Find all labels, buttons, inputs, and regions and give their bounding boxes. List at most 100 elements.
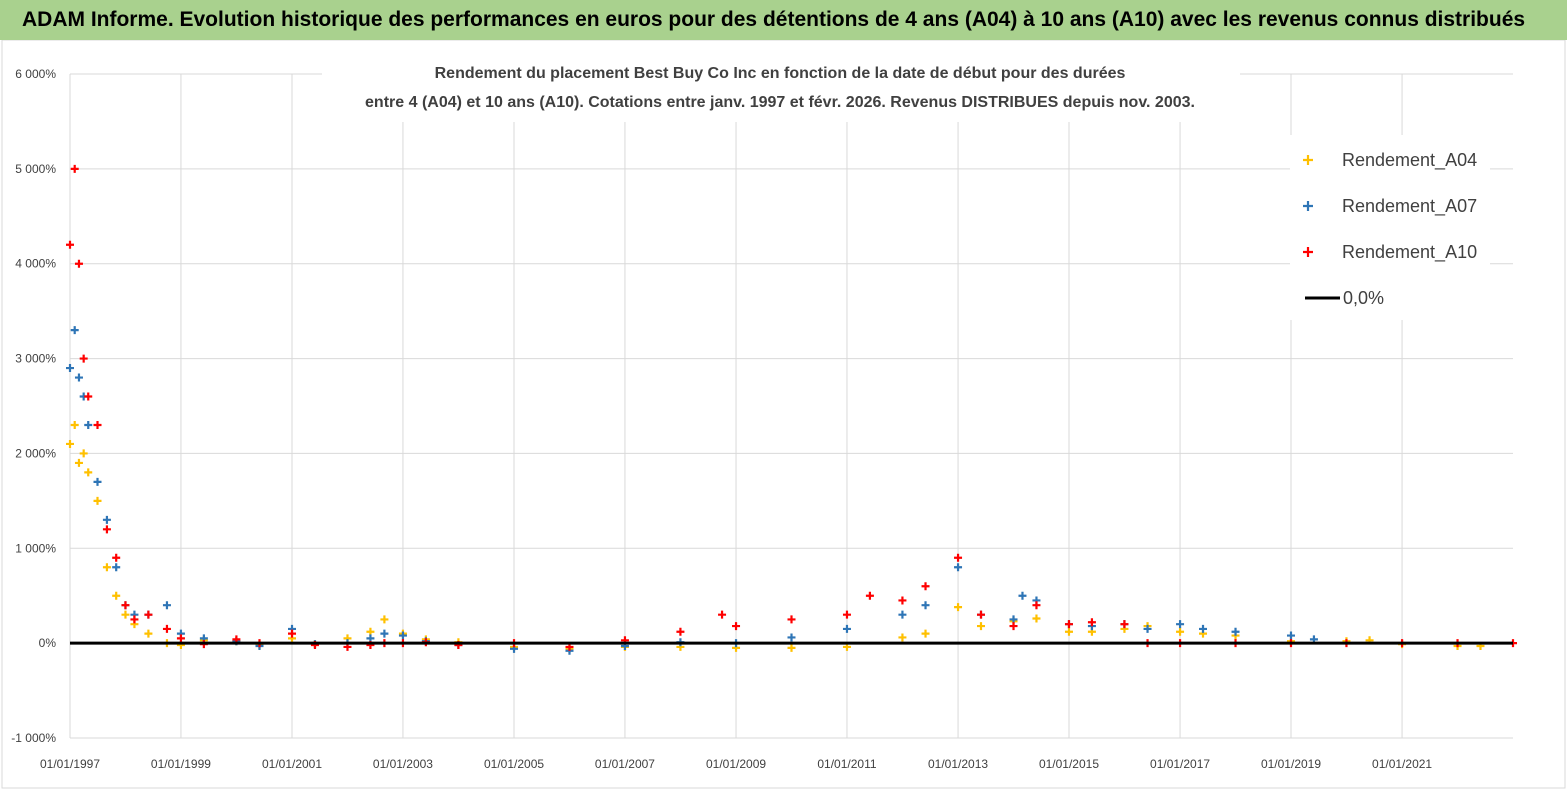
point-a04 — [1176, 627, 1185, 636]
point-a07 — [112, 563, 121, 572]
point-a07 — [162, 601, 171, 610]
point-a07 — [74, 373, 83, 382]
point-a04 — [787, 643, 796, 652]
chart-title-line1: Rendement du placement Best Buy Co Inc e… — [435, 65, 1126, 82]
point-a10 — [112, 553, 121, 562]
x-tick-label: 01/01/2015 — [1039, 757, 1099, 771]
x-tick-label: 01/01/2013 — [928, 757, 988, 771]
point-a10 — [842, 610, 851, 619]
point-a07 — [1286, 631, 1295, 640]
point-a10 — [865, 591, 874, 600]
y-tick-label: 5 000% — [15, 162, 56, 176]
point-a07 — [787, 633, 796, 642]
y-tick-label: 1 000% — [15, 541, 56, 555]
chart-title-line2: entre 4 (A04) et 10 ans (A10). Cotations… — [365, 94, 1195, 111]
y-tick-label: 6 000% — [15, 67, 56, 81]
point-a04 — [1032, 614, 1041, 623]
point-a10 — [1087, 618, 1096, 627]
point-a10 — [144, 610, 153, 619]
point-a07 — [898, 610, 907, 619]
x-tick-label: 01/01/2011 — [817, 757, 876, 771]
x-tick-label: 01/01/1999 — [151, 757, 211, 771]
legend-label: Rendement_A07 — [1342, 196, 1477, 217]
point-a07 — [70, 326, 79, 335]
point-a10 — [1120, 620, 1129, 629]
x-tick-label: 01/01/2001 — [262, 757, 322, 771]
point-a07 — [380, 629, 389, 638]
point-a04 — [1064, 627, 1073, 636]
point-a10 — [288, 629, 297, 638]
y-tick-label: 3 000% — [15, 352, 56, 366]
point-a10 — [1064, 620, 1073, 629]
point-a04 — [79, 449, 88, 458]
chart-area-border — [1, 40, 1566, 789]
point-a04 — [112, 591, 121, 600]
point-a04 — [66, 439, 74, 448]
y-tick-label: 4 000% — [15, 257, 56, 271]
x-tick-label: 01/01/1997 — [40, 757, 100, 771]
point-a04 — [102, 563, 111, 572]
point-a10 — [898, 596, 907, 605]
report-banner: ADAM Informe. Evolution historique des p… — [0, 0, 1567, 40]
point-a04 — [121, 610, 130, 619]
point-a10 — [93, 420, 102, 429]
point-a07 — [842, 624, 851, 633]
point-a10 — [79, 354, 88, 363]
point-a10 — [921, 582, 930, 591]
chart-title-box — [322, 60, 1240, 122]
x-tick-label: 01/01/2005 — [484, 757, 544, 771]
legend-label: Rendement_A10 — [1342, 242, 1477, 263]
point-a04 — [954, 603, 963, 612]
x-tick-label: 01/01/2021 — [1372, 757, 1432, 771]
point-a10 — [976, 610, 985, 619]
point-a10 — [676, 627, 685, 636]
point-a04 — [380, 615, 389, 624]
point-a10 — [74, 259, 83, 268]
y-tick-label: 2 000% — [15, 446, 56, 460]
x-tick-label: 01/01/2009 — [706, 757, 766, 771]
point-a07 — [93, 477, 102, 486]
point-a10 — [70, 164, 79, 173]
point-a10 — [130, 615, 139, 624]
point-a07 — [1018, 591, 1027, 600]
y-tick-label: 0% — [39, 636, 57, 650]
point-a07 — [1199, 624, 1207, 633]
point-a07 — [102, 515, 111, 524]
point-a07 — [1176, 620, 1185, 629]
point-a10 — [102, 525, 111, 534]
point-a10 — [787, 615, 796, 624]
legend-marker-3 — [1303, 247, 1313, 257]
point-a10 — [732, 622, 741, 631]
legend-box — [1290, 135, 1490, 320]
point-a07 — [954, 563, 963, 572]
report-title: ADAM Informe. Evolution historique des p… — [22, 8, 1526, 31]
legend-label: Rendement_A04 — [1342, 150, 1477, 171]
point-a04 — [898, 633, 907, 642]
point-a04 — [70, 420, 79, 429]
point-a07 — [84, 420, 93, 429]
x-tick-label: 01/01/2007 — [595, 757, 655, 771]
point-a10 — [84, 392, 93, 401]
point-a10 — [162, 624, 171, 633]
point-a04 — [921, 629, 930, 638]
x-tick-label: 01/01/2017 — [1150, 757, 1210, 771]
point-a07 — [921, 601, 930, 610]
point-a10 — [954, 553, 963, 562]
legend-label: 0,0% — [1343, 288, 1384, 308]
point-a07 — [1143, 624, 1152, 633]
legend: Rendement_A04 Rendement_A07 Rendement_A10 0… — [1290, 135, 1490, 320]
point-a10 — [1009, 622, 1018, 631]
axis-labels-layer: -1 000% 0% 1 000% 2 000% 3 000% 4 000% 5 000% 6… — [11, 67, 1432, 771]
point-a04 — [93, 496, 102, 505]
y-tick-label: -1 000% — [11, 731, 56, 745]
point-a10 — [66, 240, 74, 249]
x-tick-label: 01/01/2003 — [373, 757, 433, 771]
point-a10 — [121, 601, 130, 610]
point-a04 — [976, 622, 985, 631]
performance-chart: -1 000% 0% 1 000% 2 000% 3 000% 4 000% 5 000% 6… — [1, 40, 1566, 789]
point-a10 — [176, 634, 185, 643]
point-a07 — [66, 364, 74, 373]
point-a07 — [398, 631, 407, 640]
legend-marker-2 — [1303, 201, 1313, 211]
point-a04 — [144, 629, 153, 638]
